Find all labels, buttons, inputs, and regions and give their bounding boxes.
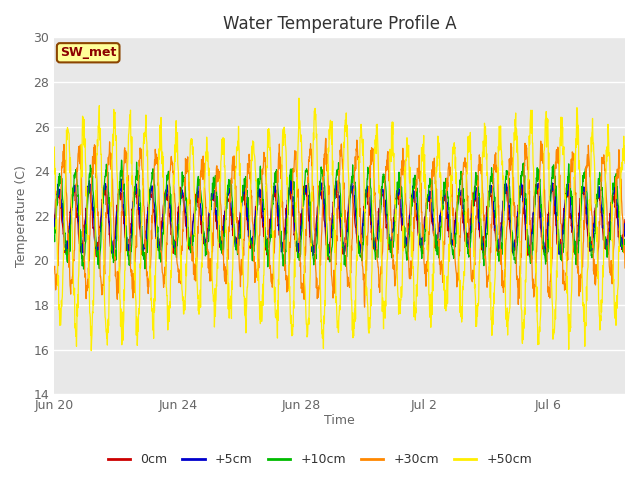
X-axis label: Time: Time [324, 414, 355, 427]
Text: SW_met: SW_met [60, 46, 116, 59]
Y-axis label: Temperature (C): Temperature (C) [15, 165, 28, 267]
Title: Water Temperature Profile A: Water Temperature Profile A [223, 15, 456, 33]
Legend: 0cm, +5cm, +10cm, +30cm, +50cm: 0cm, +5cm, +10cm, +30cm, +50cm [103, 448, 537, 471]
